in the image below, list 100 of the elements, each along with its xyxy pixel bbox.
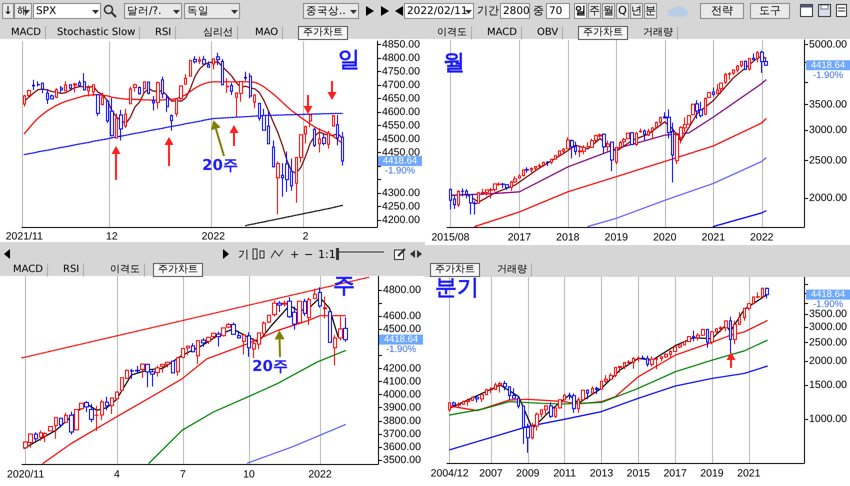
x-tick-label: 4 [114, 468, 120, 480]
button: Q [616, 3, 629, 19]
tab: 주가차트 [298, 26, 348, 40]
x-tick-label: 2021 [737, 468, 761, 480]
tab: MACD [482, 26, 522, 40]
candlestick [133, 83, 137, 92]
text: − [304, 247, 314, 263]
text: 기간 [477, 3, 499, 19]
candlestick [518, 174, 521, 180]
y-tick-label: 4700.00 [382, 79, 420, 92]
y-tick-label: 4800.00 [383, 284, 422, 296]
x-tick-label: 2019 [604, 232, 628, 244]
text: 4418.64 [384, 334, 418, 346]
y-tick-label: 4500.00 [382, 133, 420, 146]
y-tick-label: 3000.00 [809, 124, 848, 136]
x-tick-label: 2015 [626, 468, 650, 480]
candlestick [765, 286, 769, 299]
text: -1.90% [384, 166, 416, 177]
candlestick [48, 426, 53, 432]
y-tick-label: 2000.00 [809, 192, 848, 204]
text: 4418.64 [382, 156, 418, 167]
candlestick [554, 154, 557, 160]
candlestick [582, 144, 586, 155]
candlestick [207, 61, 210, 68]
candlestick [43, 432, 47, 443]
candlestick [309, 112, 312, 128]
button: 주 [588, 3, 601, 19]
candlestick [202, 55, 206, 65]
text: 기 [238, 247, 249, 263]
candlestick [630, 132, 634, 146]
candlestick [457, 190, 460, 208]
candlestick [558, 150, 561, 157]
annotation: 20주 [252, 357, 288, 375]
x-tick-label: 2011 [553, 468, 576, 480]
candlestick [546, 160, 549, 167]
y-tick-label: 4750.00 [382, 66, 420, 78]
candlestick [489, 188, 493, 200]
y-tick-label: 3700.00 [383, 428, 422, 440]
candlestick [147, 82, 150, 95]
x-tick-label: 2 [302, 230, 309, 242]
candlestick [96, 94, 100, 117]
candlestick [143, 81, 146, 94]
x-tick-label: 2022 [750, 232, 774, 244]
x-tick-label: 2015/08 [431, 232, 470, 244]
text: -1.90% [386, 344, 417, 356]
candlestick [267, 314, 271, 324]
tab: Stochastic Slow [52, 26, 140, 40]
candlestick [184, 74, 187, 85]
candlestick [244, 71, 247, 82]
candlestick [505, 184, 509, 190]
y-tick-label: 4500.00 [383, 323, 422, 336]
y-tick-label: 3900.00 [383, 402, 422, 414]
candlestick [744, 60, 747, 70]
y-tick-label: 3800.00 [383, 414, 422, 427]
x-tick-label: 2018 [556, 232, 580, 244]
text: -1.90% [812, 299, 844, 310]
dropdown: 달러/?. [124, 3, 182, 19]
annotation: 분기 [435, 276, 479, 300]
annotation: 일 [338, 48, 360, 72]
tab: 주가차트 [430, 263, 480, 277]
dropdown: 독일 [184, 3, 240, 19]
tab: 이격도 [105, 263, 145, 277]
tab: MAO [250, 26, 284, 40]
tab: 거래량 [492, 263, 532, 277]
x-tick-label: 2004/12 [430, 468, 469, 480]
text-field: 2800 [500, 3, 530, 19]
candlestick [695, 100, 699, 120]
text: -1.90% [812, 70, 844, 81]
y-tick-label: 2500.00 [809, 336, 848, 348]
candlestick [485, 188, 489, 196]
tab: RSI [58, 263, 84, 277]
tab: RSI [150, 26, 176, 40]
text-field: 2022/02/11 [404, 3, 474, 19]
candlestick [41, 82, 44, 94]
candlestick [313, 127, 316, 148]
line-series [449, 320, 768, 412]
candlestick [610, 141, 614, 172]
candlestick [221, 58, 224, 86]
candlestick [525, 166, 529, 174]
candlestick [736, 64, 739, 73]
candlestick [664, 352, 668, 358]
x-tick-label: 2021/11 [6, 230, 44, 242]
tab: OBV [532, 26, 564, 40]
candlestick [728, 72, 731, 80]
x-tick-label: 2017 [663, 468, 687, 480]
text: 4418.64 [810, 60, 846, 71]
candlestick [570, 138, 574, 159]
line-series [449, 366, 768, 450]
candlestick [562, 148, 565, 154]
text: 중 [533, 3, 544, 19]
candlestick [710, 330, 714, 345]
candlestick [489, 386, 493, 394]
x-tick-label: 2020/11 [7, 468, 44, 480]
text: 1:1 [318, 247, 336, 263]
button: 월 [602, 3, 615, 19]
x-tick-label: 7 [180, 468, 186, 480]
y-tick-label: 4100.00 [383, 375, 422, 388]
annotation: 20주 [202, 156, 238, 174]
candlestick [643, 128, 646, 141]
y-tick-label: 3500.00 [809, 98, 848, 110]
